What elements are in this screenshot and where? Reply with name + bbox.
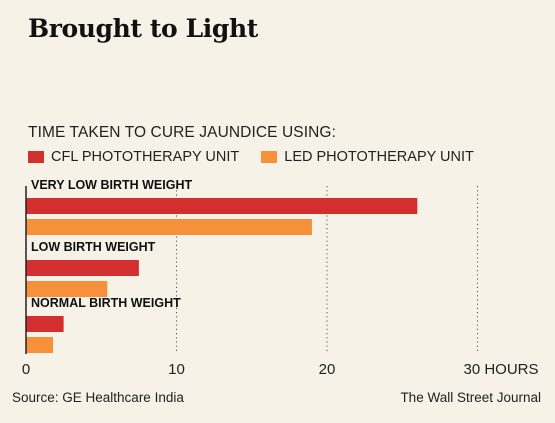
- bar: [26, 316, 64, 332]
- category-label: NORMAL BIRTH WEIGHT: [31, 296, 181, 310]
- category-label: VERY LOW BIRTH WEIGHT: [31, 178, 192, 192]
- tick-label: 0: [22, 361, 30, 378]
- legend-swatch-cfl: [28, 151, 44, 163]
- chart-headline: Brought to Light: [28, 14, 258, 43]
- legend-label-cfl: CFL PHOTOTHERAPY UNIT: [51, 149, 240, 165]
- chart-title: TIME TAKEN TO CURE JAUNDICE USING:: [28, 124, 336, 141]
- source-note: Source: GE Healthcare India: [12, 390, 184, 405]
- bar: [26, 337, 54, 353]
- bar: [26, 281, 108, 297]
- category-label: LOW BIRTH WEIGHT: [31, 240, 156, 254]
- tick-label: 20: [319, 361, 336, 378]
- tick-label: 30 HOURS: [464, 361, 539, 378]
- bar: [26, 260, 139, 276]
- bar: [26, 198, 418, 214]
- legend-label-led: LED PHOTOTHERAPY UNIT: [284, 149, 474, 165]
- legend-item-led: LED PHOTOTHERAPY UNIT: [261, 149, 474, 165]
- bar: [26, 219, 312, 235]
- legend-swatch-led: [261, 151, 278, 163]
- tick-label: 10: [168, 361, 185, 378]
- publisher-credit: The Wall Street Journal: [400, 390, 541, 405]
- legend: CFL PHOTOTHERAPY UNIT LED PHOTOTHERAPY U…: [28, 149, 496, 165]
- legend-item-cfl: CFL PHOTOTHERAPY UNIT: [28, 149, 239, 165]
